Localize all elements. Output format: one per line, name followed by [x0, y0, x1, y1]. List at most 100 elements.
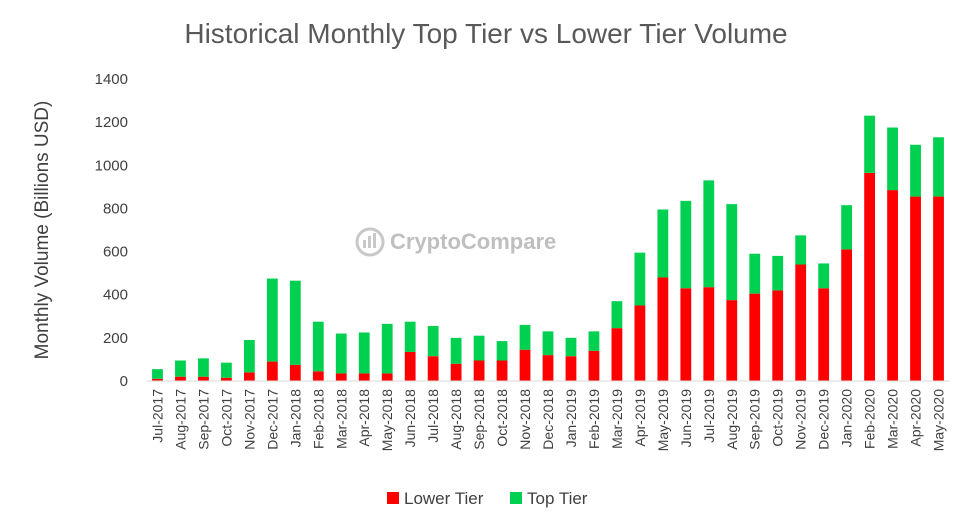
- x-tick-label: May-2019: [655, 389, 671, 451]
- x-tick-label: May-2020: [931, 389, 947, 451]
- y-tick-label: 1200: [95, 114, 128, 131]
- x-tick-label: Jan-2019: [563, 389, 579, 448]
- x-tick-label: Feb-2019: [586, 389, 602, 449]
- x-tick-label: Feb-2018: [310, 389, 326, 449]
- bar-lower-tier: [335, 373, 347, 381]
- x-tick-label: Jun-2018: [402, 389, 418, 448]
- bar-top-tier: [634, 252, 646, 306]
- x-tick-label: Mar-2020: [885, 389, 901, 449]
- x-tick-label: Oct-2017: [218, 389, 234, 447]
- y-tick-label: 400: [103, 287, 128, 304]
- x-axis-ticks: Jul-2017 Aug-2017 Sep-2017 Oct-2017 Nov-2017…: [149, 389, 946, 451]
- chart-title: Historical Monthly Top Tier vs Lower Tie…: [184, 18, 788, 49]
- x-tick-label: Feb-2020: [862, 389, 878, 449]
- bar-top-tier: [381, 323, 393, 374]
- bar-top-tier: [864, 115, 875, 173]
- bar-lower-tier: [772, 290, 784, 381]
- legend-swatch: [387, 492, 399, 504]
- bar-top-tier: [933, 137, 944, 197]
- x-tick-label: Nov-2017: [241, 389, 257, 450]
- x-tick-label: Nov-2018: [517, 389, 533, 450]
- bar-top-tier: [749, 253, 761, 294]
- bar-lower-tier: [887, 190, 898, 381]
- bar-lower-tier: [864, 172, 875, 381]
- bar-lower-tier: [818, 288, 830, 381]
- bar-lower-tier: [634, 305, 646, 381]
- watermark: CryptoCompare: [355, 227, 556, 257]
- bar-top-tier: [198, 358, 209, 377]
- bar-top-tier: [542, 331, 554, 356]
- watermark-text: CryptoCompare: [390, 229, 556, 254]
- bar-lower-tier: [312, 371, 324, 381]
- bar-lower-tier: [243, 372, 255, 381]
- bar-lower-tier: [289, 364, 301, 381]
- bar-lower-tier: [473, 360, 485, 381]
- x-tick-label: Sep-2018: [471, 389, 487, 450]
- bar-top-tier: [565, 337, 577, 357]
- x-tick-label: Aug-2018: [448, 389, 464, 450]
- x-tick-label: Jul-2018: [425, 389, 441, 443]
- x-tick-label: Sep-2019: [747, 389, 763, 450]
- bar-top-tier: [335, 333, 347, 374]
- bar-top-tier: [289, 280, 301, 365]
- x-tick-label: Jun-2019: [678, 389, 694, 448]
- bar-lower-tier: [933, 196, 944, 381]
- bar-top-tier: [519, 324, 531, 350]
- bar-top-tier: [910, 144, 921, 197]
- x-tick-label: Mar-2019: [609, 389, 625, 449]
- bar-lower-tier: [381, 373, 393, 381]
- bar-top-tier: [772, 255, 784, 291]
- bar-top-tier: [703, 180, 715, 288]
- x-tick-label: Nov-2019: [793, 389, 809, 450]
- x-tick-label: Dec-2017: [264, 389, 280, 450]
- bar-top-tier: [496, 341, 508, 361]
- x-tick-label: Oct-2019: [770, 389, 786, 447]
- bar-top-tier: [473, 335, 485, 361]
- bar-top-tier: [680, 200, 692, 289]
- legend: Lower Tier Top Tier: [387, 489, 588, 508]
- bar-top-tier: [266, 278, 278, 362]
- bar-lower-tier: [427, 356, 439, 381]
- bar-lower-tier: [910, 196, 921, 381]
- x-tick-label: Mar-2018: [333, 389, 349, 449]
- y-tick-label: 1400: [95, 71, 128, 88]
- y-tick-label: 800: [103, 200, 128, 217]
- bar-top-tier: [611, 301, 623, 329]
- x-tick-label: Sep-2017: [195, 389, 211, 450]
- x-tick-label: Dec-2018: [540, 389, 556, 450]
- bar-lower-tier: [519, 349, 531, 381]
- bar-lower-tier: [450, 363, 462, 381]
- y-tick-label: 0: [120, 373, 128, 390]
- x-tick-label: Oct-2018: [494, 389, 510, 447]
- legend-label: Top Tier: [527, 489, 588, 508]
- bar-top-tier: [818, 263, 830, 289]
- bar-top-tier: [795, 235, 807, 265]
- x-tick-label: Jan-2018: [287, 389, 303, 448]
- x-tick-label: Aug-2017: [172, 389, 188, 450]
- x-tick-label: May-2018: [379, 389, 395, 451]
- bar-top-tier: [358, 332, 370, 374]
- y-tick-label: 600: [103, 244, 128, 261]
- bar-top-tier: [841, 205, 853, 250]
- bar-top-tier: [312, 321, 324, 372]
- bar-top-tier: [427, 325, 439, 357]
- bar-lower-tier: [749, 293, 761, 381]
- bar-lower-tier: [657, 277, 669, 381]
- x-tick-label: Jan-2020: [839, 389, 855, 448]
- bar-top-tier: [404, 321, 416, 352]
- y-axis-ticks: 0 200 400 600 800 1000 1200 1400: [95, 71, 128, 390]
- legend-swatch: [510, 492, 522, 504]
- bar-lower-tier: [404, 351, 416, 381]
- y-tick-label: 200: [103, 330, 128, 347]
- bar-top-tier: [221, 362, 232, 378]
- bar-top-tier: [657, 209, 669, 278]
- bar-lower-tier: [175, 376, 186, 381]
- x-tick-label: Apr-2018: [356, 389, 372, 447]
- bar-top-tier: [887, 127, 898, 191]
- bar-top-tier: [175, 360, 186, 377]
- bar-top-tier: [726, 204, 738, 301]
- x-tick-label: Jul-2017: [149, 389, 165, 443]
- bar-lower-tier: [198, 376, 209, 381]
- x-tick-label: Apr-2019: [632, 389, 648, 447]
